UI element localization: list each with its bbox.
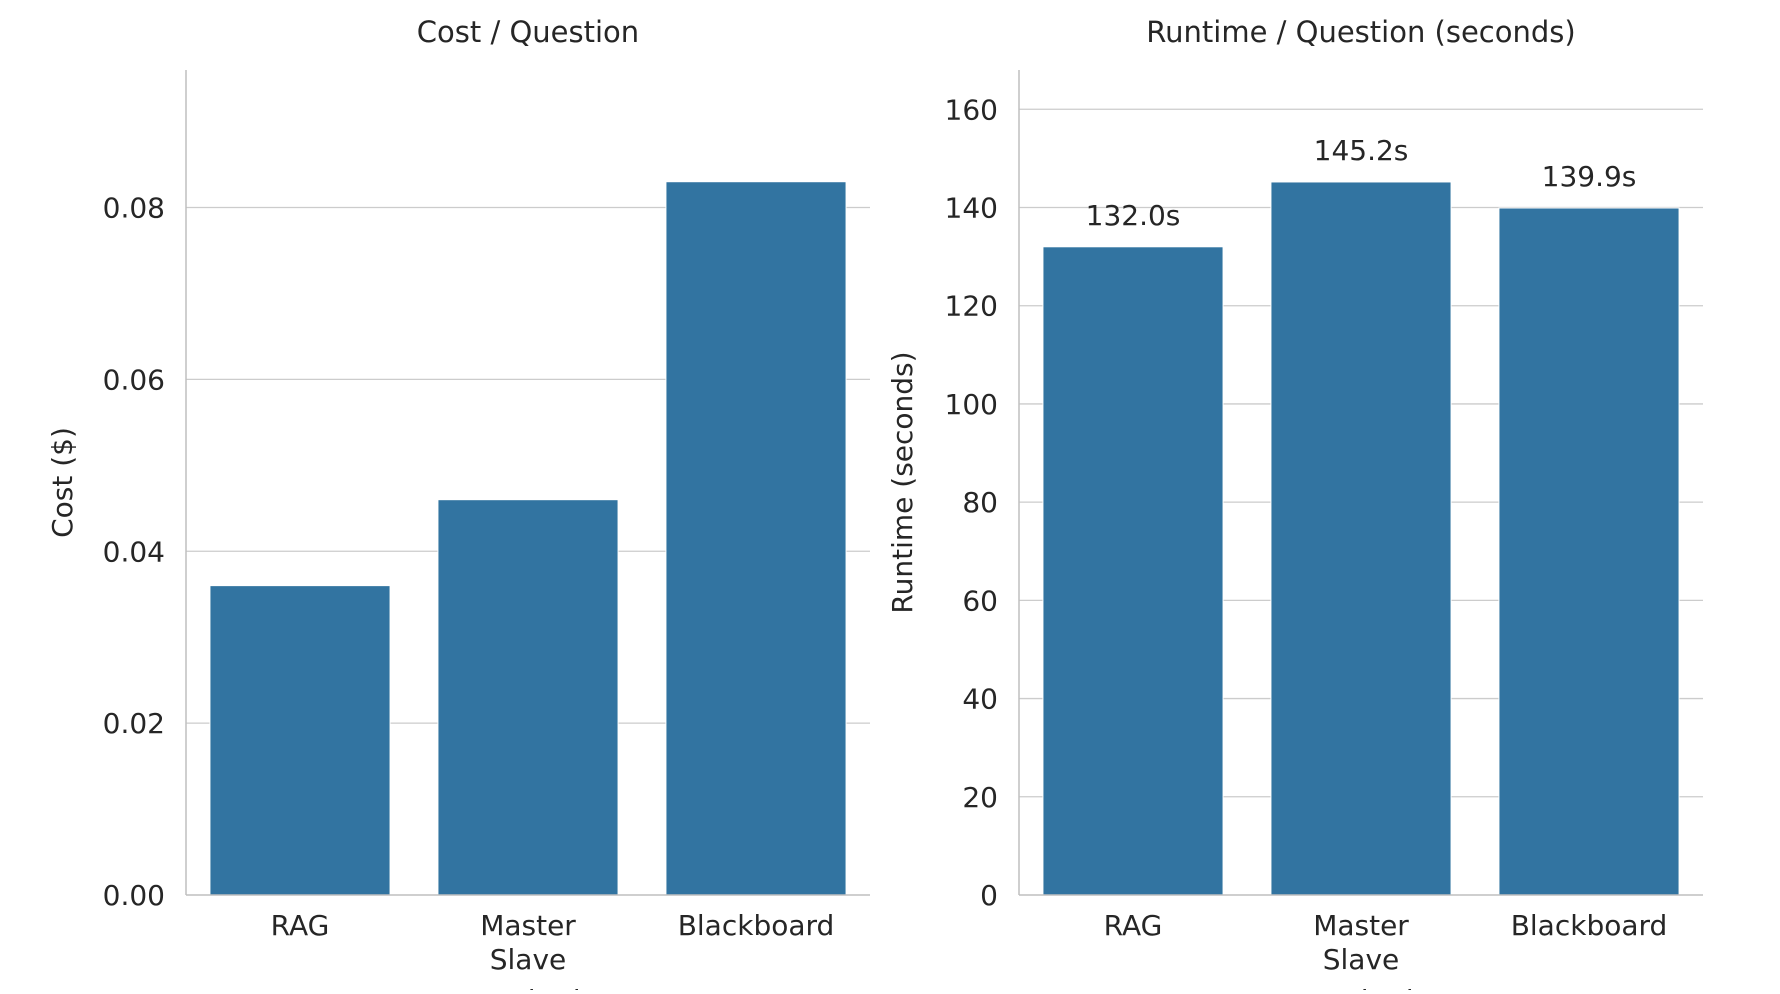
y-axis-label: Runtime (seconds) bbox=[886, 351, 919, 613]
y-tick-label: 0.04 bbox=[103, 535, 165, 568]
y-tick-label: 80 bbox=[962, 486, 998, 519]
y-tick-label: 20 bbox=[962, 781, 998, 814]
y-tick-label: 0.00 bbox=[103, 879, 165, 912]
data-label: 145.2s bbox=[1314, 134, 1409, 167]
data-label: 132.0s bbox=[1086, 199, 1181, 232]
bar bbox=[1498, 207, 1680, 896]
y-tick-label: 0.06 bbox=[103, 363, 165, 396]
bar bbox=[209, 585, 391, 896]
y-tick-label: 60 bbox=[962, 584, 998, 617]
y-tick-label: 0 bbox=[980, 879, 998, 912]
y-axis-label: Cost ($) bbox=[46, 427, 79, 538]
y-tick-label: 0.08 bbox=[103, 192, 165, 225]
y-tick-label: 0.02 bbox=[103, 707, 165, 740]
y-tick-label: 120 bbox=[945, 290, 998, 323]
bar bbox=[665, 181, 847, 896]
x-tick-label: Blackboard bbox=[678, 909, 835, 942]
chart-panel-1: 0.00 0.02 0.04 0.06 0.08 RAG Master Slave Blackb… bbox=[46, 15, 870, 994]
data-label: 139.9s bbox=[1542, 160, 1637, 193]
y-tick-label: 160 bbox=[945, 93, 998, 126]
x-tick-label: Master Slave bbox=[480, 909, 576, 976]
y-tick-label: 140 bbox=[945, 192, 998, 225]
x-tick-label: Master Slave bbox=[1313, 909, 1409, 976]
x-axis-label: Method bbox=[475, 984, 580, 990]
chart-title: Runtime / Question (seconds) bbox=[1146, 15, 1575, 49]
x-tick-label: RAG bbox=[1104, 909, 1163, 942]
bar bbox=[1042, 246, 1224, 896]
bar bbox=[1270, 181, 1452, 896]
y-tick-label: 40 bbox=[962, 683, 998, 716]
y-tick-label: 100 bbox=[945, 388, 998, 421]
bar bbox=[437, 499, 619, 896]
x-tick-label: RAG bbox=[271, 909, 330, 942]
x-axis-label: Method bbox=[1308, 984, 1413, 990]
chart-title: Cost / Question bbox=[417, 15, 639, 49]
x-tick-label: Blackboard bbox=[1511, 909, 1668, 942]
chart-panel-2: 0 20 40 60 80 100 120 140 160 RAG Master Slave Black… bbox=[886, 15, 1703, 994]
